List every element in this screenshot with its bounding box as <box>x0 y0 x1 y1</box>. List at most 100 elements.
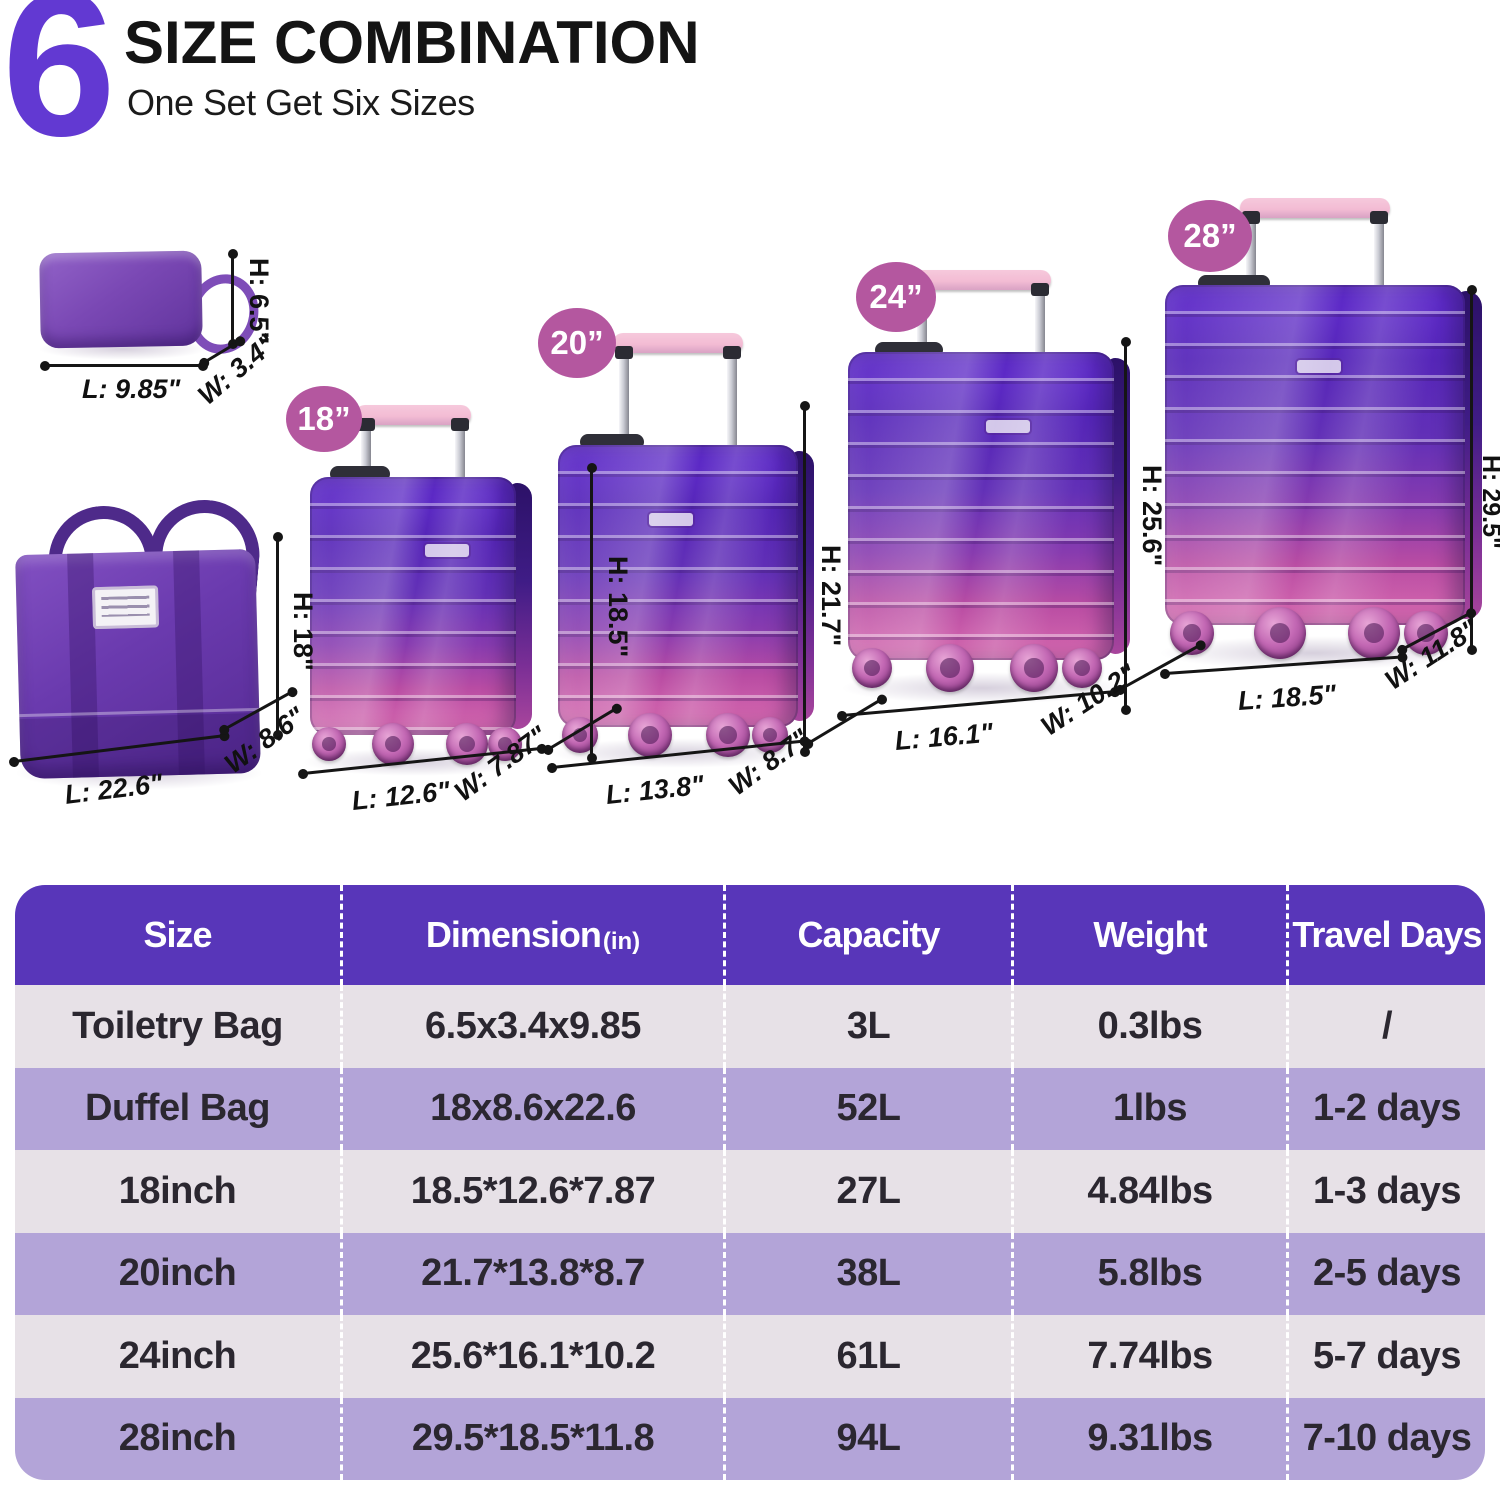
length-measure-line <box>40 360 208 371</box>
suitcase-shell-28 <box>1165 285 1465 625</box>
length-label-24: L: 16.1" <box>893 717 995 756</box>
column-header-dimension: Dimension (in) <box>340 885 723 985</box>
table-cell: 38L <box>723 1232 1011 1315</box>
trolley-grip <box>355 405 471 425</box>
table-cell: 7-10 days <box>1286 1397 1485 1480</box>
page-subtitle: One Set Get Six Sizes <box>127 82 475 123</box>
table-cell: 18inch <box>118 1169 237 1212</box>
brand-plate <box>986 419 1031 433</box>
brand-plate <box>1297 359 1341 373</box>
wheel <box>852 648 892 688</box>
length-label-20: L: 13.8" <box>604 769 706 810</box>
column-header-label: Size <box>143 914 212 955</box>
table-cell: 27L <box>723 1150 1011 1233</box>
suitcase-shell-20 <box>558 445 798 727</box>
table-cell: 18.5*12.6*7.87 <box>340 1150 723 1233</box>
table-row: 18inch 18.5*12.6*7.87 27L 4.84lbs 1-3 days <box>15 1150 1485 1233</box>
trolley-grip <box>911 270 1051 290</box>
trolley-bar <box>361 417 371 489</box>
table-cell: / <box>1286 985 1485 1068</box>
table-cell: Toiletry Bag <box>72 1004 283 1047</box>
table-cell: 6.5x3.4x9.85 <box>340 985 723 1068</box>
table-body: Toiletry Bag 6.5x3.4x9.85 3L 0.3lbs / Duffel … <box>15 985 1485 1480</box>
length-label-28: L: 18.5" <box>1236 679 1338 716</box>
wheel <box>312 727 346 761</box>
toiletry-length-label: L: 9.85" <box>82 374 181 404</box>
table-cell: 9.31lbs <box>1011 1397 1286 1480</box>
table-cell: 2-5 days <box>1286 1232 1485 1315</box>
trolley-joint <box>615 346 633 359</box>
table-cell: 5-7 days <box>1286 1315 1485 1398</box>
wheel <box>488 727 522 761</box>
length-label-18: L: 12.6" <box>350 775 452 816</box>
height-label-28: H: 29.5" <box>1477 455 1500 549</box>
badge-label: 28” <box>1183 217 1237 254</box>
suitcase-shell-24 <box>848 352 1114 660</box>
trolley-bar <box>1374 210 1384 296</box>
brand-label-patch <box>91 585 160 630</box>
trolley-bar <box>727 345 737 457</box>
toiletry-bag-illustration <box>39 250 203 349</box>
height-measure-line <box>272 532 283 740</box>
height-measure-line <box>227 249 238 349</box>
table-cell: 1lbs <box>1011 1067 1286 1150</box>
wheel <box>752 717 788 753</box>
table-row: 24inch 25.6*16.1*10.2 61L 7.74lbs 5-7 days <box>15 1315 1485 1398</box>
table-row: Toiletry Bag 6.5x3.4x9.85 3L 0.3lbs / <box>15 985 1485 1068</box>
column-header-label: Travel Days <box>1292 914 1482 955</box>
table-row: 20inch 21.7*13.8*8.7 38L 5.8lbs 2-5 days <box>15 1232 1485 1315</box>
trolley-bar <box>455 417 465 489</box>
badge-label: 24” <box>869 278 923 315</box>
trolley-bar <box>1246 210 1256 296</box>
wheel <box>1348 607 1400 659</box>
table-row: 28inch 29.5*18.5*11.8 94L 9.31lbs 7-10 days <box>15 1397 1485 1480</box>
big-number-6: 6 <box>2 0 117 179</box>
table-cell: 5.8lbs <box>1011 1232 1286 1315</box>
wheel <box>926 644 974 692</box>
wheel <box>1010 644 1058 692</box>
table-cell: 1-3 days <box>1286 1150 1485 1233</box>
table-cell: 4.84lbs <box>1011 1150 1286 1233</box>
table-header-row: Size Dimension (in) Capacity Weight Trave… <box>15 885 1485 985</box>
table-cell: 28inch <box>118 1417 237 1460</box>
width-measure-line <box>807 697 883 745</box>
height-measure-line <box>799 401 810 757</box>
trolley-grip <box>1240 198 1390 218</box>
table-cell: Duffel Bag <box>85 1087 271 1130</box>
table-cell: 29.5*18.5*11.8 <box>340 1397 723 1480</box>
suitcase-shell-18 <box>310 477 516 735</box>
wheel <box>628 713 672 757</box>
height-measure-line <box>586 463 597 763</box>
badge-label: 20” <box>550 324 604 361</box>
trolley-joint <box>451 418 469 431</box>
brand-plate <box>649 512 694 526</box>
size-badge-28: 28” <box>1168 200 1252 272</box>
table-cell: 52L <box>723 1067 1011 1150</box>
table-cell: 25.6*16.1*10.2 <box>340 1315 723 1398</box>
height-measure-line <box>1120 337 1131 715</box>
dimension-unit-label: (in) <box>602 928 641 955</box>
table-cell: 94L <box>723 1397 1011 1480</box>
height-label-18: H: 18.5" <box>603 556 633 658</box>
column-header-label: Weight <box>1093 914 1207 955</box>
table-cell: 24inch <box>118 1334 237 1377</box>
trolley-bar <box>1035 282 1045 364</box>
table-cell: 21.7*13.8*8.7 <box>340 1232 723 1315</box>
wheel <box>1062 648 1102 688</box>
trolley-joint <box>1031 283 1049 296</box>
table-cell: 0.3lbs <box>1011 985 1286 1068</box>
table-cell: 7.74lbs <box>1011 1315 1286 1398</box>
column-header-size: Size <box>15 885 340 985</box>
table-cell: 61L <box>723 1315 1011 1398</box>
size-badge-18: 18” <box>286 386 362 452</box>
table-cell: 20inch <box>118 1252 237 1295</box>
size-badge-24: 24” <box>856 262 936 332</box>
column-header-capacity: Capacity <box>723 885 1011 985</box>
brand-plate <box>425 544 470 558</box>
page-title: SIZE COMBINATION <box>124 9 700 76</box>
column-header-weight: Weight <box>1011 885 1286 985</box>
height-label-20: H: 21.7" <box>816 545 846 647</box>
column-header-travel-days: Travel Days <box>1286 885 1485 985</box>
column-header-label: Dimension <box>425 914 602 955</box>
